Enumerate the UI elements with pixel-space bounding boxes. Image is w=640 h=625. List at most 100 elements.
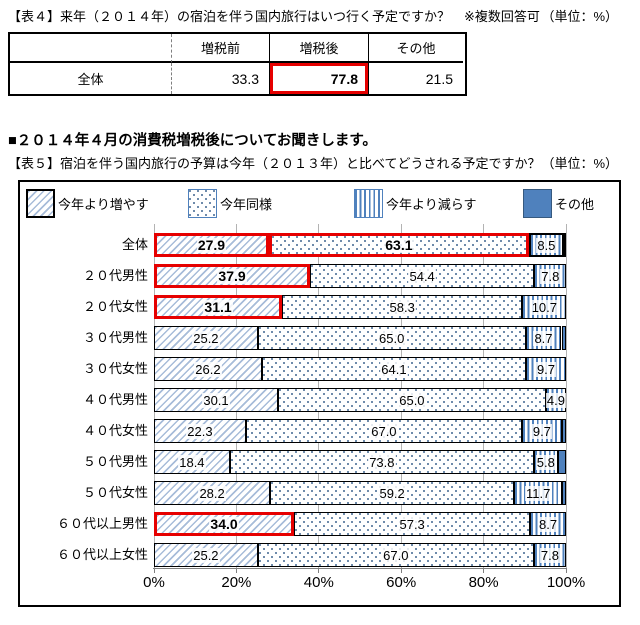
bar-segment-same: 67.0 [245,419,522,443]
bar-segment-same: 63.1 [268,233,529,257]
x-axis-tick [236,568,237,573]
bar-segment-other [563,233,566,257]
gridline [566,224,567,568]
x-axis-tick-label: 0% [143,574,165,591]
segment-value-label: 11.7 [525,485,552,501]
x-axis-tick-label: 20% [221,574,252,591]
bar-segment-increase: 25.2 [154,326,258,350]
segment-value-label: 25.2 [192,547,220,563]
legend-item-increase: 今年より増やす [26,188,149,218]
bar-row: 37.9 54.4 7.8 [154,264,567,288]
bar-row: 34.0 57.3 8.7 [154,512,566,536]
segment-value-label: 54.4 [408,268,436,284]
segment-value-label: 67.0 [382,547,410,563]
bar-row: 26.2 64.1 9.7 [154,357,566,381]
x-axis-tick [401,568,402,573]
bar-segment-increase: 34.0 [154,512,295,536]
bar-segment-increase: 22.3 [154,419,246,443]
bar-segment-increase: 27.9 [154,233,269,257]
table5-title: 【表５】宿泊を伴う国内旅行の予算は今年（２０１３年）と比べてどうされる予定ですか… [8,156,541,171]
bar-row: 27.9 63.1 8.5 [154,233,566,257]
bar-segment-increase: 30.1 [154,388,278,412]
segment-value-label: 9.7 [535,361,557,377]
bar-segment-decrease: 4.9 [545,388,566,412]
bar-segment-decrease: 7.8 [534,264,567,288]
legend-label-increase: 今年より増やす [58,196,149,212]
x-axis-tick [566,568,567,573]
section-heading: ■２０１４年４月の消費税増税後についてお聞きします。 [8,133,377,149]
segment-value-label: 73.8 [368,454,396,470]
table4-row-label: 全体 [77,72,104,87]
table5-unit: （単位：%） [541,156,618,171]
x-axis-tick [318,568,319,573]
bar-segment-same: 54.4 [310,264,535,288]
table4-title: 【表４】来年（２０１４年）の宿泊を伴う国内旅行はいつ行く予定ですか？ [8,9,451,24]
x-axis-tick-label: 60% [386,574,417,591]
segment-value-label: 65.0 [398,392,426,408]
table4-value-other: 21.5 [368,63,463,94]
bar-segment-increase: 18.4 [154,450,230,474]
bar-row: 30.1 65.0 4.9 [154,388,566,412]
category-label: ３０代男性 [82,330,148,345]
bar-segment-same: 57.3 [294,512,531,536]
segment-value-label: 31.1 [203,298,233,315]
segment-value-label: 25.2 [192,330,220,346]
bar-segment-same: 65.0 [257,326,526,350]
table4-note: ※複数回答可 [464,9,540,24]
segment-value-label: 8.7 [533,330,554,346]
table4-header-before-tax: 増税前 [171,34,269,63]
legend-swatch-same-dotted [188,188,217,218]
bar-segment-same: 73.8 [229,450,534,474]
bar-segment-increase: 31.1 [154,295,283,319]
bar-segment-other [561,326,566,350]
bar-row: 31.1 58.3 10.7 [154,295,567,319]
segment-value-label: 34.0 [209,515,239,532]
bar-segment-increase: 26.2 [154,357,262,381]
table4-unit: （単位：%） [541,9,618,24]
segment-value-label: 59.2 [378,485,406,501]
table4-header-other: その他 [368,34,463,63]
bar-segment-decrease: 8.5 [528,233,564,257]
segment-value-label: 7.8 [539,547,560,563]
category-label: ４０代男性 [82,392,148,407]
segment-value-label: 4.9 [545,392,566,408]
category-label: ６０代以上女性 [56,547,148,562]
bar-segment-same: 67.0 [257,543,534,567]
table5-caption: 【表５】宿泊を伴う国内旅行の予算は今年（２０１３年）と比べてどうされる予定ですか… [8,153,622,172]
legend-swatch-decrease-striped [354,188,383,218]
bar-segment-same: 64.1 [261,357,526,381]
bar-segment-decrease: 8.7 [530,512,566,536]
bar-segment-same: 59.2 [270,481,515,505]
segment-value-label: 37.9 [217,267,247,284]
table4-caption: 【表４】来年（２０１４年）の宿泊を伴う国内旅行はいつ行く予定ですか？ ※複数回答… [8,6,622,25]
x-axis-tick-label: 40% [303,574,334,591]
segment-value-label: 27.9 [196,236,227,253]
segment-value-label: 65.0 [378,330,406,346]
segment-value-label: 22.3 [186,423,214,439]
category-label: ２０代男性 [82,268,148,283]
category-label: ６０代以上男性 [56,516,148,531]
segment-value-label: 8.7 [538,516,559,532]
legend-item-other: その他 [523,188,594,218]
legend-item-same: 今年同様 [188,188,272,218]
bar-segment-other [562,481,566,505]
table4-header-after-tax: 増税後 [269,34,368,63]
bar-segment-decrease: 8.7 [525,326,562,350]
segment-value-label: 64.1 [380,361,408,377]
legend-item-decrease: 今年より減らす [354,188,476,218]
bar-row: 28.2 59.2 11.7 [154,481,566,505]
budget-stacked-bar-chart: 今年より増やす 今年同様 今年より減らす その他 0% 20% 40% 60% 80% 1… [18,180,621,607]
x-axis-tick-label: 80% [468,574,499,591]
category-label: ２０代女性 [82,299,148,314]
bar-row: 25.2 65.0 8.7 [154,326,566,350]
bar-row: 25.2 67.0 7.8 [154,543,566,567]
x-axis-line [153,568,567,569]
x-axis-tick-label: 100% [546,574,586,591]
segment-value-label: 67.0 [370,423,398,439]
bar-segment-same: 58.3 [282,295,523,319]
x-axis-tick [154,568,155,573]
table4: 増税前 増税後 その他 全体 33.3 77.8 21.5 [8,32,467,96]
legend-label-other: その他 [555,196,595,212]
category-label: ４０代女性 [82,423,148,438]
bar-segment-same: 65.0 [278,388,546,412]
